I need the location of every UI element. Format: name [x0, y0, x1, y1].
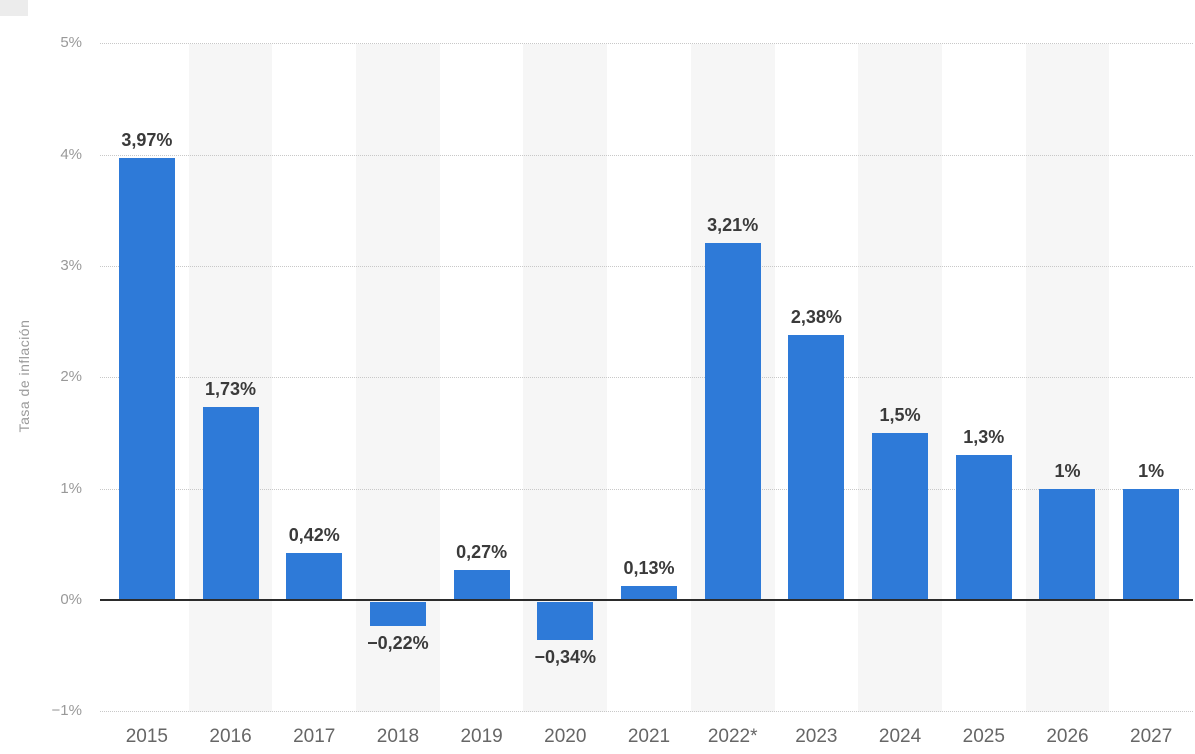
- x-tick-2021: 2021: [627, 726, 671, 747]
- gridline--1pct: [100, 711, 1193, 713]
- gridline-5pct: [100, 43, 1193, 45]
- x-tick-2025: 2025: [962, 726, 1005, 747]
- x-tick-2020: 2020: [544, 726, 587, 747]
- x-tick-2015: 2015: [125, 726, 168, 747]
- x-tick-2027: 2027: [1130, 726, 1173, 747]
- x-tick-2022: 2022*: [707, 726, 758, 747]
- bar-2017[interactable]: [286, 553, 343, 600]
- value-label-2025: 1,3%: [963, 427, 1005, 448]
- x-tick-2023: 2023: [795, 726, 838, 747]
- bar-2023[interactable]: [788, 335, 845, 600]
- gridline-2pct: [100, 377, 1193, 379]
- gridline-1pct: [100, 488, 1193, 490]
- bar-2018[interactable]: [369, 602, 426, 627]
- y-tick-label-4pct: 4%: [60, 145, 82, 163]
- value-label-2017: 0,42%: [288, 525, 340, 546]
- gridline-4pct: [100, 154, 1193, 156]
- x-tick-2019: 2019: [460, 726, 503, 747]
- value-label-2026: 1%: [1054, 460, 1081, 481]
- gridline-3pct: [100, 266, 1193, 267]
- value-label-2015: 3,97%: [121, 130, 173, 150]
- bar-2026[interactable]: [1039, 488, 1096, 600]
- y-tick-label-0pct: 0%: [60, 591, 82, 608]
- bar-2021[interactable]: [621, 585, 677, 600]
- zero-axis-line: [100, 599, 1193, 601]
- screen-corner-artifact: [0, 0, 28, 16]
- x-tick-2016: 2016: [209, 726, 252, 747]
- value-label-2023: 2,38%: [790, 307, 842, 328]
- bar-2016[interactable]: [202, 407, 259, 600]
- value-label-2024: 1,5%: [879, 405, 921, 425]
- x-tick-2024: 2024: [878, 726, 922, 747]
- value-label-2016: 1,73%: [205, 379, 257, 400]
- bar-2019[interactable]: [453, 569, 510, 600]
- bar-2024[interactable]: [872, 433, 929, 600]
- bar-2015[interactable]: [118, 158, 175, 600]
- value-label-2020: −0,34%: [534, 646, 597, 667]
- y-tick-label--1pct: −1%: [51, 702, 82, 720]
- value-label-2018: −0,22%: [367, 633, 429, 654]
- x-tick-2026: 2026: [1046, 726, 1089, 747]
- y-tick-label-5pct: 5%: [60, 34, 82, 52]
- value-label-2022: 3,21%: [707, 214, 759, 235]
- bar-2020[interactable]: [537, 602, 594, 640]
- x-tick-2017: 2017: [293, 726, 336, 747]
- bar-2025[interactable]: [955, 455, 1012, 600]
- value-label-2019: 0,27%: [456, 541, 508, 562]
- y-tick-label-3pct: 3%: [60, 257, 82, 274]
- y-tick-label-2pct: 2%: [60, 368, 82, 386]
- x-tick-2018: 2018: [376, 726, 420, 747]
- bar-2027[interactable]: [1123, 488, 1180, 600]
- value-label-2027: 1%: [1138, 460, 1165, 481]
- bar-2022[interactable]: [704, 242, 761, 600]
- y-tick-label-1pct: 1%: [60, 479, 82, 497]
- value-label-2021: 0,13%: [623, 557, 675, 578]
